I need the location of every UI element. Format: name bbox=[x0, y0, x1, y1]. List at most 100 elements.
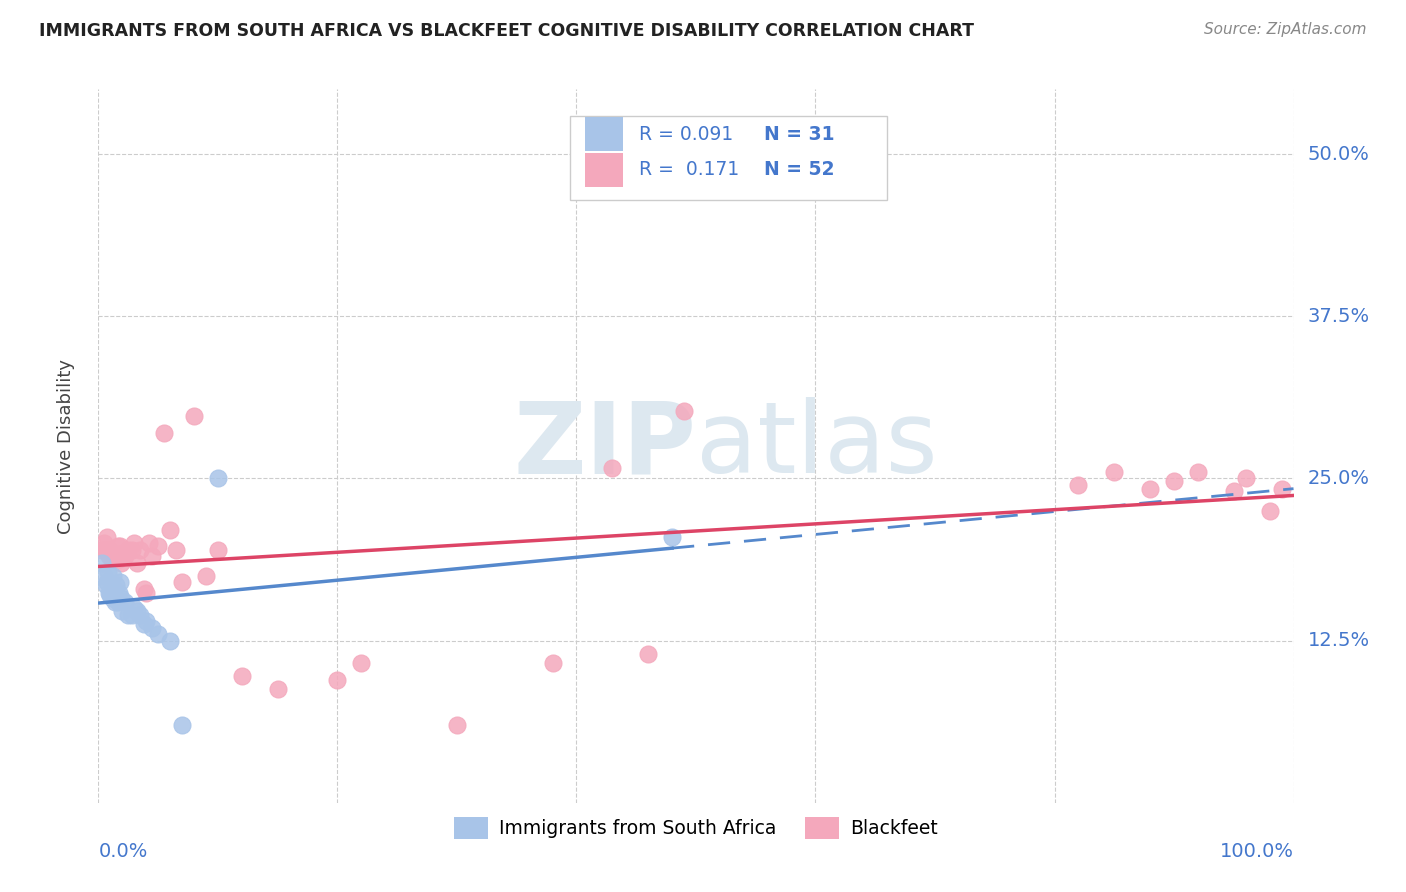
Point bbox=[97, 565, 120, 579]
Point bbox=[1067, 478, 1090, 492]
Point bbox=[104, 595, 127, 609]
Point bbox=[135, 614, 157, 628]
Text: N = 52: N = 52 bbox=[763, 161, 835, 179]
Point bbox=[231, 668, 253, 682]
Point bbox=[101, 547, 124, 561]
Point bbox=[172, 575, 194, 590]
Point bbox=[141, 549, 163, 564]
Point bbox=[100, 552, 122, 566]
Text: atlas: atlas bbox=[696, 398, 938, 494]
Point bbox=[111, 604, 134, 618]
Point bbox=[103, 582, 125, 596]
Point bbox=[159, 524, 181, 538]
Point bbox=[138, 536, 160, 550]
Point bbox=[105, 547, 128, 561]
Point bbox=[141, 621, 163, 635]
Point bbox=[96, 575, 118, 590]
Point bbox=[195, 568, 218, 582]
Text: 37.5%: 37.5% bbox=[1308, 307, 1369, 326]
Point bbox=[98, 588, 122, 602]
Text: 100.0%: 100.0% bbox=[1219, 842, 1294, 861]
Point bbox=[159, 633, 181, 648]
Point bbox=[107, 595, 129, 609]
Point bbox=[1163, 474, 1185, 488]
Point bbox=[107, 539, 129, 553]
Point bbox=[91, 542, 114, 557]
Point bbox=[100, 591, 122, 605]
Point bbox=[165, 542, 187, 557]
Point bbox=[132, 616, 155, 631]
Point bbox=[1139, 482, 1161, 496]
Point bbox=[103, 552, 125, 566]
Point bbox=[107, 585, 129, 599]
Point bbox=[110, 591, 132, 605]
Point bbox=[124, 601, 146, 615]
Point bbox=[114, 595, 136, 609]
Point bbox=[125, 604, 148, 618]
Point bbox=[96, 530, 118, 544]
Point bbox=[207, 471, 229, 485]
Point bbox=[98, 585, 121, 599]
Point bbox=[661, 530, 683, 544]
Point bbox=[446, 718, 468, 732]
Point bbox=[1187, 465, 1209, 479]
Text: N = 31: N = 31 bbox=[763, 125, 835, 144]
FancyBboxPatch shape bbox=[571, 116, 887, 200]
Text: IMMIGRANTS FROM SOUTH AFRICA VS BLACKFEET COGNITIVE DISABILITY CORRELATION CHART: IMMIGRANTS FROM SOUTH AFRICA VS BLACKFEE… bbox=[39, 22, 974, 40]
Point bbox=[108, 575, 131, 590]
Point bbox=[541, 656, 564, 670]
Point bbox=[1104, 465, 1126, 479]
Text: Source: ZipAtlas.com: Source: ZipAtlas.com bbox=[1204, 22, 1367, 37]
Point bbox=[114, 549, 136, 564]
Point bbox=[107, 552, 129, 566]
Point bbox=[267, 681, 290, 696]
Point bbox=[108, 539, 131, 553]
Point bbox=[98, 542, 122, 557]
Point bbox=[105, 578, 128, 592]
Point bbox=[207, 542, 229, 557]
Text: 50.0%: 50.0% bbox=[1308, 145, 1369, 163]
Point bbox=[121, 542, 143, 557]
FancyBboxPatch shape bbox=[585, 117, 623, 152]
Point bbox=[148, 539, 170, 553]
Point bbox=[1271, 482, 1294, 496]
Text: R =  0.171: R = 0.171 bbox=[638, 161, 740, 179]
Point bbox=[110, 556, 132, 570]
Point bbox=[1223, 484, 1246, 499]
Text: 25.0%: 25.0% bbox=[1308, 469, 1369, 488]
Point bbox=[124, 536, 146, 550]
Point bbox=[153, 425, 176, 440]
Point bbox=[125, 556, 148, 570]
Text: R = 0.091: R = 0.091 bbox=[638, 125, 733, 144]
Point bbox=[129, 607, 152, 622]
Point bbox=[117, 542, 139, 557]
Point bbox=[183, 409, 205, 424]
FancyBboxPatch shape bbox=[585, 153, 623, 187]
Point bbox=[135, 585, 157, 599]
Y-axis label: Cognitive Disability: Cognitive Disability bbox=[56, 359, 75, 533]
Point bbox=[111, 547, 134, 561]
Point bbox=[637, 647, 659, 661]
Point bbox=[132, 582, 155, 596]
Point bbox=[1234, 471, 1257, 485]
Point bbox=[97, 542, 120, 557]
Text: ZIP: ZIP bbox=[513, 398, 696, 494]
Point bbox=[602, 461, 624, 475]
Point bbox=[91, 556, 114, 570]
Text: 12.5%: 12.5% bbox=[1308, 632, 1369, 650]
Point bbox=[101, 568, 124, 582]
Point bbox=[98, 549, 121, 564]
Point bbox=[121, 607, 143, 622]
Point bbox=[148, 627, 170, 641]
Point bbox=[172, 718, 194, 732]
Point bbox=[93, 536, 115, 550]
Point bbox=[326, 673, 349, 687]
Point bbox=[117, 607, 139, 622]
Point bbox=[129, 542, 152, 557]
Point bbox=[94, 578, 117, 592]
Point bbox=[350, 656, 373, 670]
Point bbox=[93, 568, 115, 582]
Point bbox=[1258, 504, 1281, 518]
Point bbox=[94, 542, 117, 557]
Point bbox=[673, 404, 696, 418]
